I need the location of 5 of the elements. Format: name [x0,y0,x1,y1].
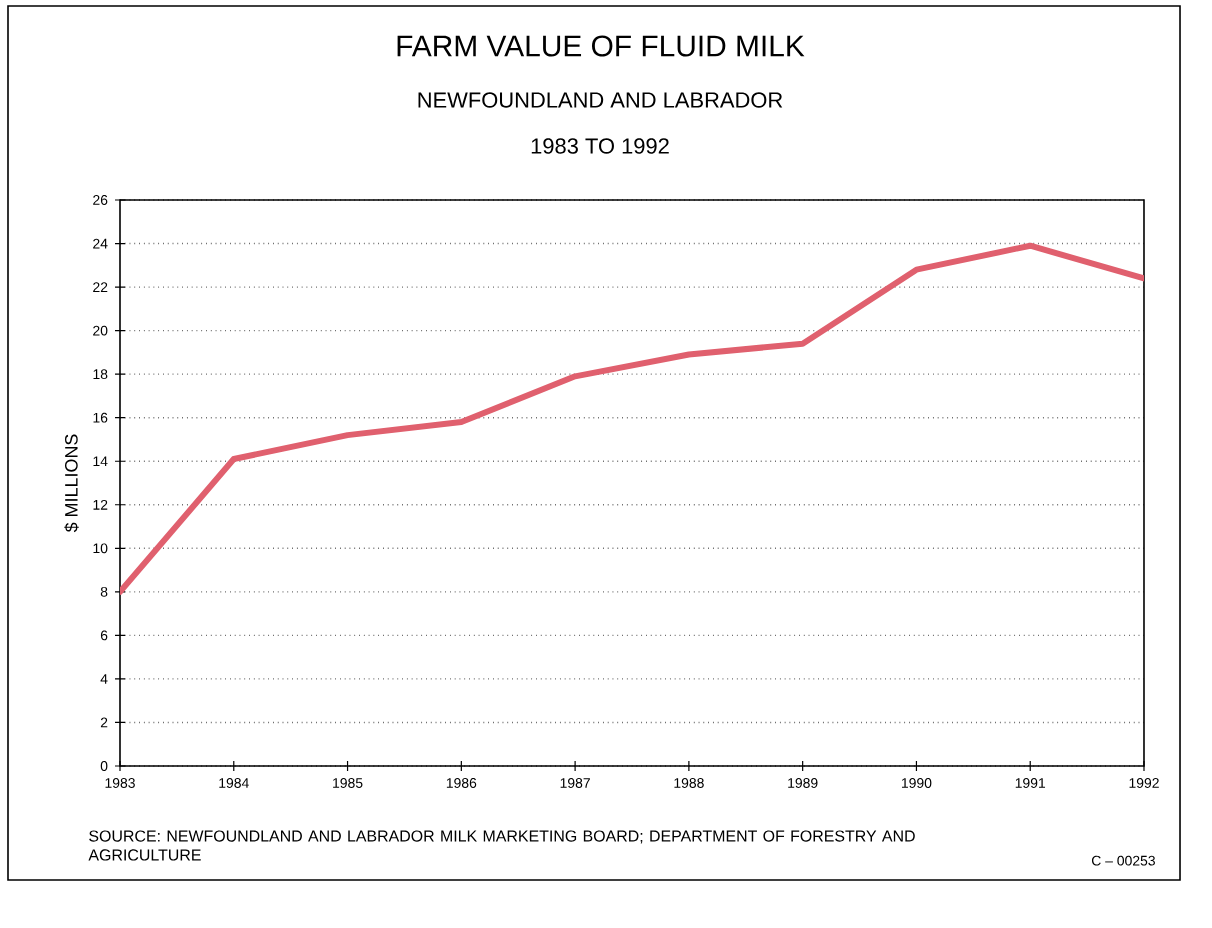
line-series [120,242,1144,595]
y-axis-title: $ MILLIONS [64,434,79,533]
chart-title: FARM VALUE OF FLUID MILK [397,35,805,57]
chart-subtitle: NEWFOUNDLAND AND LABRADOR [418,92,783,108]
text: 1983 TO 1992 [531,138,669,154]
